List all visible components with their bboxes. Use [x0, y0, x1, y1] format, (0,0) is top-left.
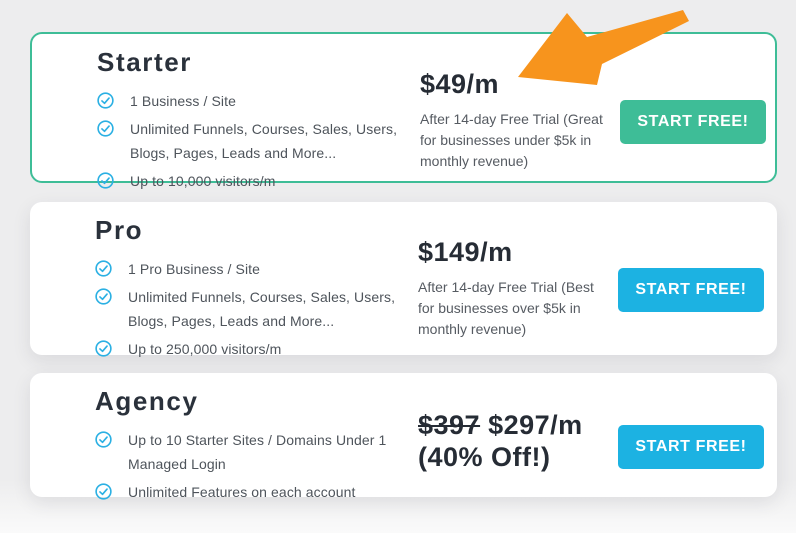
agency-details: Agency Up to 10 Starter Sites / Domains … — [95, 386, 418, 508]
check-circle-icon — [95, 260, 112, 277]
start-free-button-pro[interactable]: START FREE! — [618, 268, 764, 312]
starter-cta-area: START FREE! — [620, 47, 766, 197]
list-item: Unlimited Funnels, Courses, Sales, Users… — [95, 285, 418, 333]
check-circle-icon — [97, 120, 114, 137]
feature-label: Up to 250,000 visitors/m — [128, 341, 282, 357]
check-circle-icon — [97, 92, 114, 109]
plan-price: $149/m — [418, 237, 513, 267]
check-circle-icon — [95, 288, 112, 305]
plan-price-old: $397 — [418, 409, 481, 440]
feature-label: Unlimited Funnels, Courses, Sales, Users… — [128, 289, 396, 329]
agency-pricing: $397 $297/m (40% Off!) — [418, 386, 618, 508]
start-free-button-starter[interactable]: START FREE! — [620, 100, 766, 144]
pro-pricing: $149/m After 14-day Free Trial (Best for… — [418, 215, 618, 365]
list-item: Up to 250,000 visitors/m — [95, 337, 418, 361]
pro-cta-area: START FREE! — [618, 215, 764, 365]
feature-label: Unlimited Features on each account — [128, 484, 356, 500]
list-item: Up to 10,000 visitors/m — [97, 169, 420, 193]
feature-label: Up to 10 Starter Sites / Domains Under 1… — [128, 432, 387, 472]
check-circle-icon — [97, 172, 114, 189]
plan-price: $397 $297/m (40% Off!) — [418, 409, 618, 473]
feature-label: 1 Business / Site — [130, 93, 236, 109]
feature-label: 1 Pro Business / Site — [128, 261, 261, 277]
plan-price: $49/m — [420, 69, 500, 99]
pricing-card-agency: Agency Up to 10 Starter Sites / Domains … — [30, 373, 777, 500]
check-circle-icon — [95, 431, 112, 448]
hand-drawn-arrow-icon — [518, 10, 689, 85]
feature-label: Unlimited Funnels, Courses, Sales, Users… — [130, 121, 398, 161]
plan-title: Pro — [95, 215, 144, 245]
starter-details: Starter 1 Business / Site Unlimited Funn… — [97, 47, 420, 197]
list-item: 1 Business / Site — [97, 89, 420, 113]
check-circle-icon — [95, 340, 112, 357]
starter-pricing: $49/m After 14-day Free Trial (Great for… — [420, 47, 620, 197]
list-item: Unlimited Features on each account — [95, 480, 418, 504]
pro-details: Pro 1 Pro Business / Site Unlimited Funn… — [95, 215, 418, 365]
plan-price-note: After 14-day Free Trial (Best for busine… — [418, 279, 594, 337]
plan-title: Agency — [95, 386, 199, 416]
start-free-button-agency[interactable]: START FREE! — [618, 425, 764, 469]
check-circle-icon — [95, 483, 112, 500]
plan-price-note: After 14-day Free Trial (Great for busin… — [420, 111, 603, 169]
feature-label: Up to 10,000 visitors/m — [130, 173, 276, 189]
plan-discount: (40% Off!) — [418, 441, 551, 472]
feature-list: 1 Business / Site Unlimited Funnels, Cou… — [97, 89, 420, 193]
pricing-card-pro: Pro 1 Pro Business / Site Unlimited Funn… — [30, 202, 777, 357]
pricing-card-starter: Starter 1 Business / Site Unlimited Funn… — [30, 32, 777, 189]
list-item: Unlimited Funnels, Courses, Sales, Users… — [97, 117, 420, 165]
feature-list: Up to 10 Starter Sites / Domains Under 1… — [95, 428, 418, 504]
list-item: Up to 10 Starter Sites / Domains Under 1… — [95, 428, 418, 476]
feature-list: 1 Pro Business / Site Unlimited Funnels,… — [95, 257, 418, 361]
plan-title: Starter — [97, 47, 193, 77]
agency-cta-area: START FREE! — [618, 386, 764, 508]
list-item: 1 Pro Business / Site — [95, 257, 418, 281]
plan-price-new: $297/m — [488, 409, 583, 440]
